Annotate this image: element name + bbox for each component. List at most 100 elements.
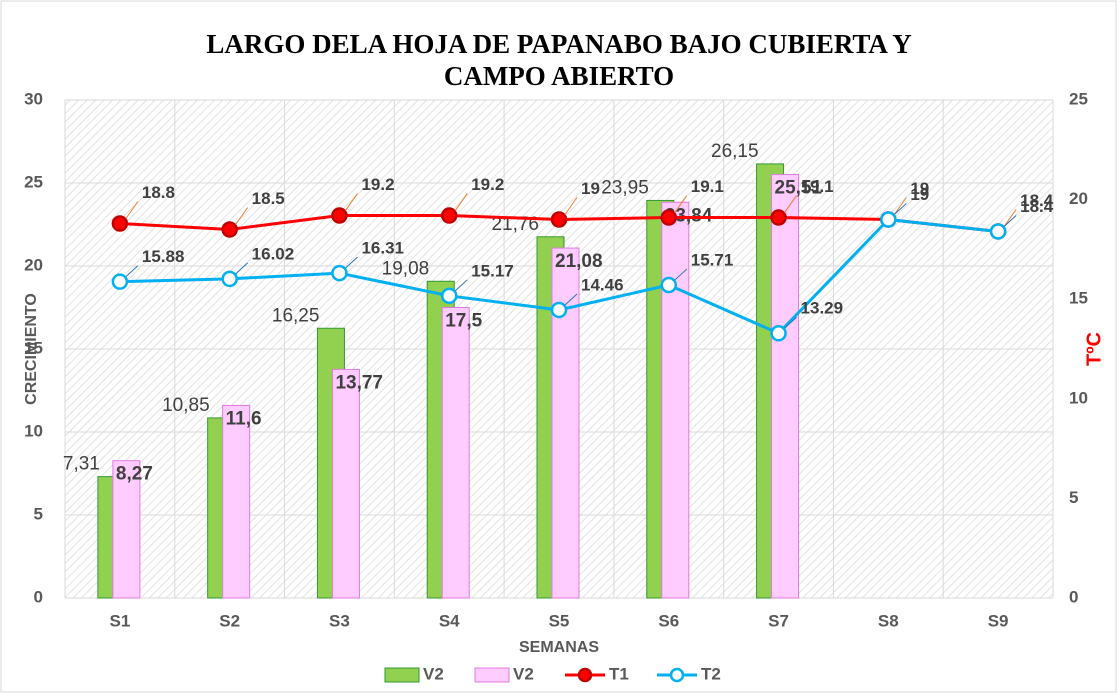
line-marker xyxy=(770,209,787,226)
bar xyxy=(331,368,360,599)
leader-line xyxy=(125,265,139,278)
x-tick-label: S5 xyxy=(549,611,570,630)
data-label: 19.2 xyxy=(471,175,504,194)
leader-line xyxy=(454,279,468,292)
data-label: 17,5 xyxy=(445,311,482,332)
line-marker xyxy=(331,207,348,224)
y2-tick-label: 5 xyxy=(1069,488,1078,507)
data-label: 21,08 xyxy=(555,251,603,272)
legend-swatch xyxy=(669,667,685,683)
leader-line xyxy=(784,316,797,329)
line-marker xyxy=(660,276,678,294)
data-label: 18.4 xyxy=(1020,191,1054,210)
y-tick-label: 30 xyxy=(24,89,43,108)
data-label: 18.5 xyxy=(252,189,285,208)
x-tick-label: S3 xyxy=(329,611,350,630)
leader-line xyxy=(893,197,907,215)
leader-line xyxy=(564,293,578,306)
data-label: 11,6 xyxy=(226,408,262,429)
data-label: 23,95 xyxy=(601,177,649,198)
legend-label: T2 xyxy=(701,664,721,683)
data-label: 19 xyxy=(581,179,600,198)
data-label: 19 xyxy=(910,179,929,198)
y-axis-label: CRECIMIENTO xyxy=(23,293,40,405)
y-tick-label: 0 xyxy=(34,587,43,606)
data-label: 10,85 xyxy=(162,395,210,416)
chart-title: CAMPO ABIERTO xyxy=(444,61,674,91)
x-tick-label: S9 xyxy=(988,611,1009,630)
data-label: 15.71 xyxy=(691,251,734,270)
legend-swatch xyxy=(384,667,420,683)
bar xyxy=(222,404,251,599)
leader-line xyxy=(454,193,468,211)
chart-title: LARGO DELA HOJA DE PAPANABO BAJO CUBIERT… xyxy=(206,29,911,59)
line-marker xyxy=(660,209,678,226)
x-tick-label: S1 xyxy=(109,611,130,630)
line-marker xyxy=(770,325,787,342)
y2-axis-label: TºC xyxy=(1083,332,1105,366)
x-tick-label: S8 xyxy=(878,611,899,630)
line-marker xyxy=(550,301,568,319)
bar xyxy=(441,307,470,599)
leader-line xyxy=(784,195,797,213)
data-label: 26,15 xyxy=(711,141,759,162)
y-tick-label: 10 xyxy=(24,421,43,440)
legend-label: V2 xyxy=(423,664,444,683)
data-label: 18.8 xyxy=(142,183,175,202)
bar xyxy=(112,460,141,599)
x-axis-label: SEMANAS xyxy=(519,639,599,656)
line-marker xyxy=(989,223,1007,240)
data-label: 16,25 xyxy=(272,305,320,326)
data-label: 19.1 xyxy=(801,177,834,196)
legend-label: V2 xyxy=(513,664,534,683)
bar xyxy=(551,247,580,599)
legend-swatch xyxy=(474,667,510,683)
leader-line xyxy=(235,207,249,225)
data-label: 14.46 xyxy=(581,275,624,294)
data-label: 13.29 xyxy=(801,299,844,318)
data-label: 8,27 xyxy=(116,464,153,485)
line-marker xyxy=(440,287,458,305)
leader-line xyxy=(564,197,578,215)
data-label: 16.02 xyxy=(252,244,295,263)
leader-line xyxy=(674,268,688,281)
data-label: 15.17 xyxy=(471,261,514,280)
y-tick-label: 25 xyxy=(24,172,43,191)
leader-line xyxy=(125,201,139,219)
line-marker xyxy=(331,264,348,282)
bar xyxy=(661,201,690,599)
y-tick-label: 5 xyxy=(34,504,43,523)
leader-line xyxy=(1003,215,1017,227)
y2-tick-label: 0 xyxy=(1069,587,1078,606)
data-label: 19.2 xyxy=(361,175,394,194)
x-tick-label: S7 xyxy=(768,611,789,630)
x-tick-label: S4 xyxy=(439,611,460,630)
data-label: 19,08 xyxy=(382,258,430,279)
leader-line xyxy=(1003,209,1017,227)
x-tick-label: S6 xyxy=(658,611,679,630)
y2-tick-label: 15 xyxy=(1069,289,1088,308)
data-label: 16.31 xyxy=(361,239,404,258)
leader-line xyxy=(235,262,249,275)
data-label: 18.4 xyxy=(1020,197,1054,216)
y2-tick-label: 25 xyxy=(1069,89,1088,108)
data-label: 15.88 xyxy=(142,247,185,266)
line-marker xyxy=(221,221,238,238)
legend-swatch xyxy=(577,667,593,683)
y2-tick-label: 10 xyxy=(1069,388,1088,407)
leader-line xyxy=(893,203,907,215)
data-label: 19 xyxy=(910,185,929,204)
y-tick-label: 15 xyxy=(24,338,43,357)
line-marker xyxy=(111,215,129,232)
data-label: 19.1 xyxy=(691,177,724,196)
leader-line xyxy=(345,256,358,269)
line-marker xyxy=(111,273,129,290)
line-marker xyxy=(221,270,238,288)
legend-label: T1 xyxy=(609,664,629,683)
data-label: 7,31 xyxy=(63,454,100,475)
line-marker xyxy=(550,211,568,228)
data-label: 25,51 xyxy=(775,178,823,199)
data-label: 13,77 xyxy=(335,372,383,393)
line-marker xyxy=(880,211,897,228)
